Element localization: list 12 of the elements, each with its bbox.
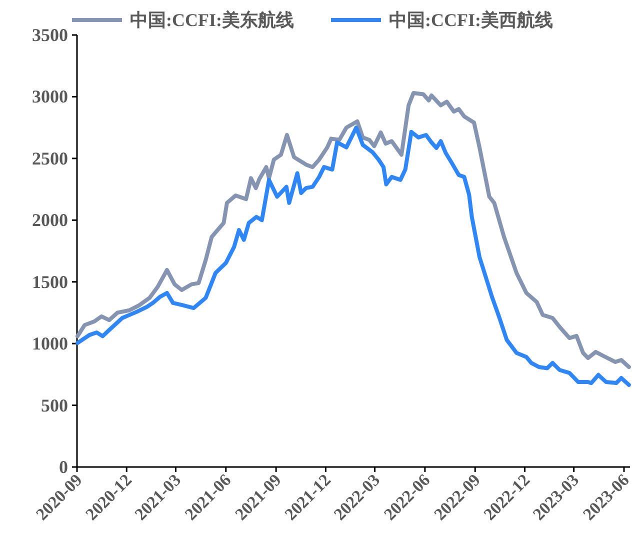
y-tick-label: 3500 <box>32 25 68 45</box>
line-series <box>76 126 631 387</box>
y-tick-label: 1500 <box>32 272 68 292</box>
y-tick-label: 3000 <box>32 86 68 107</box>
y-tick-label: 500 <box>41 395 68 416</box>
line-series <box>76 91 631 370</box>
legend-label: 中国:CCFI:美东航线 <box>130 10 294 30</box>
legend-label: 中国:CCFI:美西航线 <box>389 10 553 30</box>
y-tick-label: 2000 <box>32 210 68 230</box>
y-tick-label: 0 <box>59 457 68 477</box>
y-tick-label: 1000 <box>32 334 68 354</box>
y-tick-label: 2500 <box>32 148 68 168</box>
